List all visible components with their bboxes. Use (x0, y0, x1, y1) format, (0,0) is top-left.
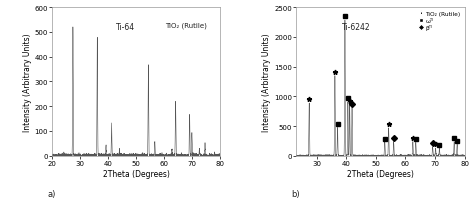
Legend: TiO₂ (Rutile), ωᵀᴵ, βᵀᴵ: TiO₂ (Rutile), ωᵀᴵ, βᵀᴵ (418, 11, 462, 32)
Y-axis label: Intensity (Arbitrary Units): Intensity (Arbitrary Units) (23, 33, 32, 131)
Text: TiO₂ (Rutile): TiO₂ (Rutile) (165, 23, 207, 29)
Text: b): b) (292, 189, 300, 198)
X-axis label: 2Theta (Degrees): 2Theta (Degrees) (347, 169, 414, 178)
X-axis label: 2Theta (Degrees): 2Theta (Degrees) (103, 169, 170, 178)
Text: Ti-6242: Ti-6242 (342, 23, 370, 32)
Y-axis label: Intensity (Arbitrary Units): Intensity (Arbitrary Units) (262, 33, 271, 131)
Text: Ti-64: Ti-64 (116, 23, 135, 32)
Text: a): a) (47, 189, 56, 198)
